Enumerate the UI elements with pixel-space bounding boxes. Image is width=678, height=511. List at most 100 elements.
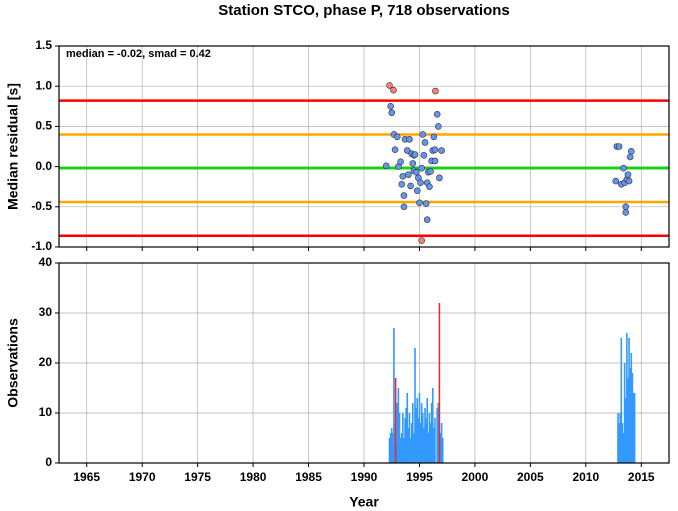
point: [406, 135, 413, 143]
point: [416, 199, 423, 207]
bar: [617, 413, 619, 463]
point: [622, 203, 630, 211]
y-tick-label: 1.5: [35, 38, 52, 52]
point: [405, 171, 412, 178]
point: [625, 177, 633, 185]
bar: [420, 403, 423, 463]
bar: [619, 413, 621, 463]
bar: [438, 303, 441, 463]
x-tick-label: 1965: [73, 470, 100, 484]
y-axis-label: Median residual [s]: [5, 83, 21, 210]
point: [403, 147, 411, 154]
point: [427, 168, 434, 175]
bar: [426, 398, 429, 463]
bar: [627, 378, 629, 463]
point: [615, 143, 623, 150]
point: [626, 153, 634, 161]
bar: [425, 418, 427, 463]
y-tick-label: 0.0: [35, 159, 52, 173]
y-tick-label: 20: [39, 355, 53, 369]
point: [433, 111, 441, 118]
bar: [424, 408, 426, 463]
point: [388, 109, 396, 117]
bar: [633, 393, 636, 463]
y-tick-label: -0.5: [31, 199, 52, 213]
point: [423, 216, 431, 223]
bar: [417, 418, 420, 463]
point: [418, 164, 425, 172]
bar: [434, 418, 436, 463]
point: [409, 160, 417, 167]
annotation: median = -0.02, smad = 0.42: [66, 48, 211, 60]
point: [397, 158, 404, 166]
x-tick-label: 1970: [129, 470, 156, 484]
x-tick-label: 1985: [295, 470, 322, 484]
bar: [394, 378, 397, 463]
bar: [414, 348, 416, 463]
bar: [427, 433, 430, 463]
point: [391, 146, 399, 154]
x-tick-label: 1995: [406, 470, 433, 484]
plot-frame: [58, 262, 670, 464]
point: [387, 103, 394, 110]
bar: [622, 433, 625, 463]
bar: [413, 433, 415, 463]
y-tick-label: -1.0: [31, 239, 52, 253]
bar: [405, 408, 407, 463]
point: [417, 179, 424, 186]
x-tick-label: 2000: [462, 470, 489, 484]
bar: [390, 428, 393, 463]
bar: [389, 433, 392, 463]
bar: [392, 433, 394, 463]
bar: [629, 368, 631, 463]
point: [413, 187, 421, 195]
point: [426, 183, 433, 190]
bar: [431, 388, 434, 463]
bar: [618, 423, 620, 463]
point: [393, 133, 401, 141]
point: [432, 87, 439, 95]
bar: [428, 413, 431, 463]
bar: [415, 408, 417, 463]
point: [436, 174, 443, 182]
y-tick-label: 30: [39, 305, 53, 319]
bar: [402, 413, 404, 463]
bar: [396, 403, 399, 463]
bar: [423, 428, 425, 463]
bar: [440, 423, 443, 463]
bar: [410, 423, 413, 463]
x-tick-label: 2010: [572, 470, 599, 484]
bar: [419, 423, 422, 463]
bar: [403, 438, 405, 463]
point: [419, 131, 427, 138]
point: [421, 139, 429, 146]
x-tick-label: 2015: [628, 470, 655, 484]
bar: [433, 428, 435, 463]
y-tick-label: 40: [39, 255, 53, 269]
bar: [388, 438, 391, 463]
point: [386, 82, 393, 89]
bar: [421, 413, 424, 463]
bar: [399, 438, 402, 463]
point: [431, 157, 439, 165]
x-tick-label: 1975: [184, 470, 211, 484]
bar: [416, 398, 419, 463]
chart-title: Station STCO, phase P, 718 observations: [218, 2, 509, 19]
x-tick-label: 1980: [240, 470, 267, 484]
bar: [439, 433, 442, 463]
point: [418, 237, 425, 244]
bar: [621, 423, 624, 463]
y-tick-label: 1.0: [35, 78, 52, 92]
point: [422, 200, 430, 207]
point: [407, 182, 414, 190]
point: [620, 164, 627, 172]
bar: [441, 438, 444, 463]
point: [399, 172, 407, 180]
bar: [626, 333, 628, 463]
point: [624, 171, 632, 178]
point: [412, 168, 420, 176]
point: [430, 133, 438, 141]
bar: [398, 413, 401, 463]
